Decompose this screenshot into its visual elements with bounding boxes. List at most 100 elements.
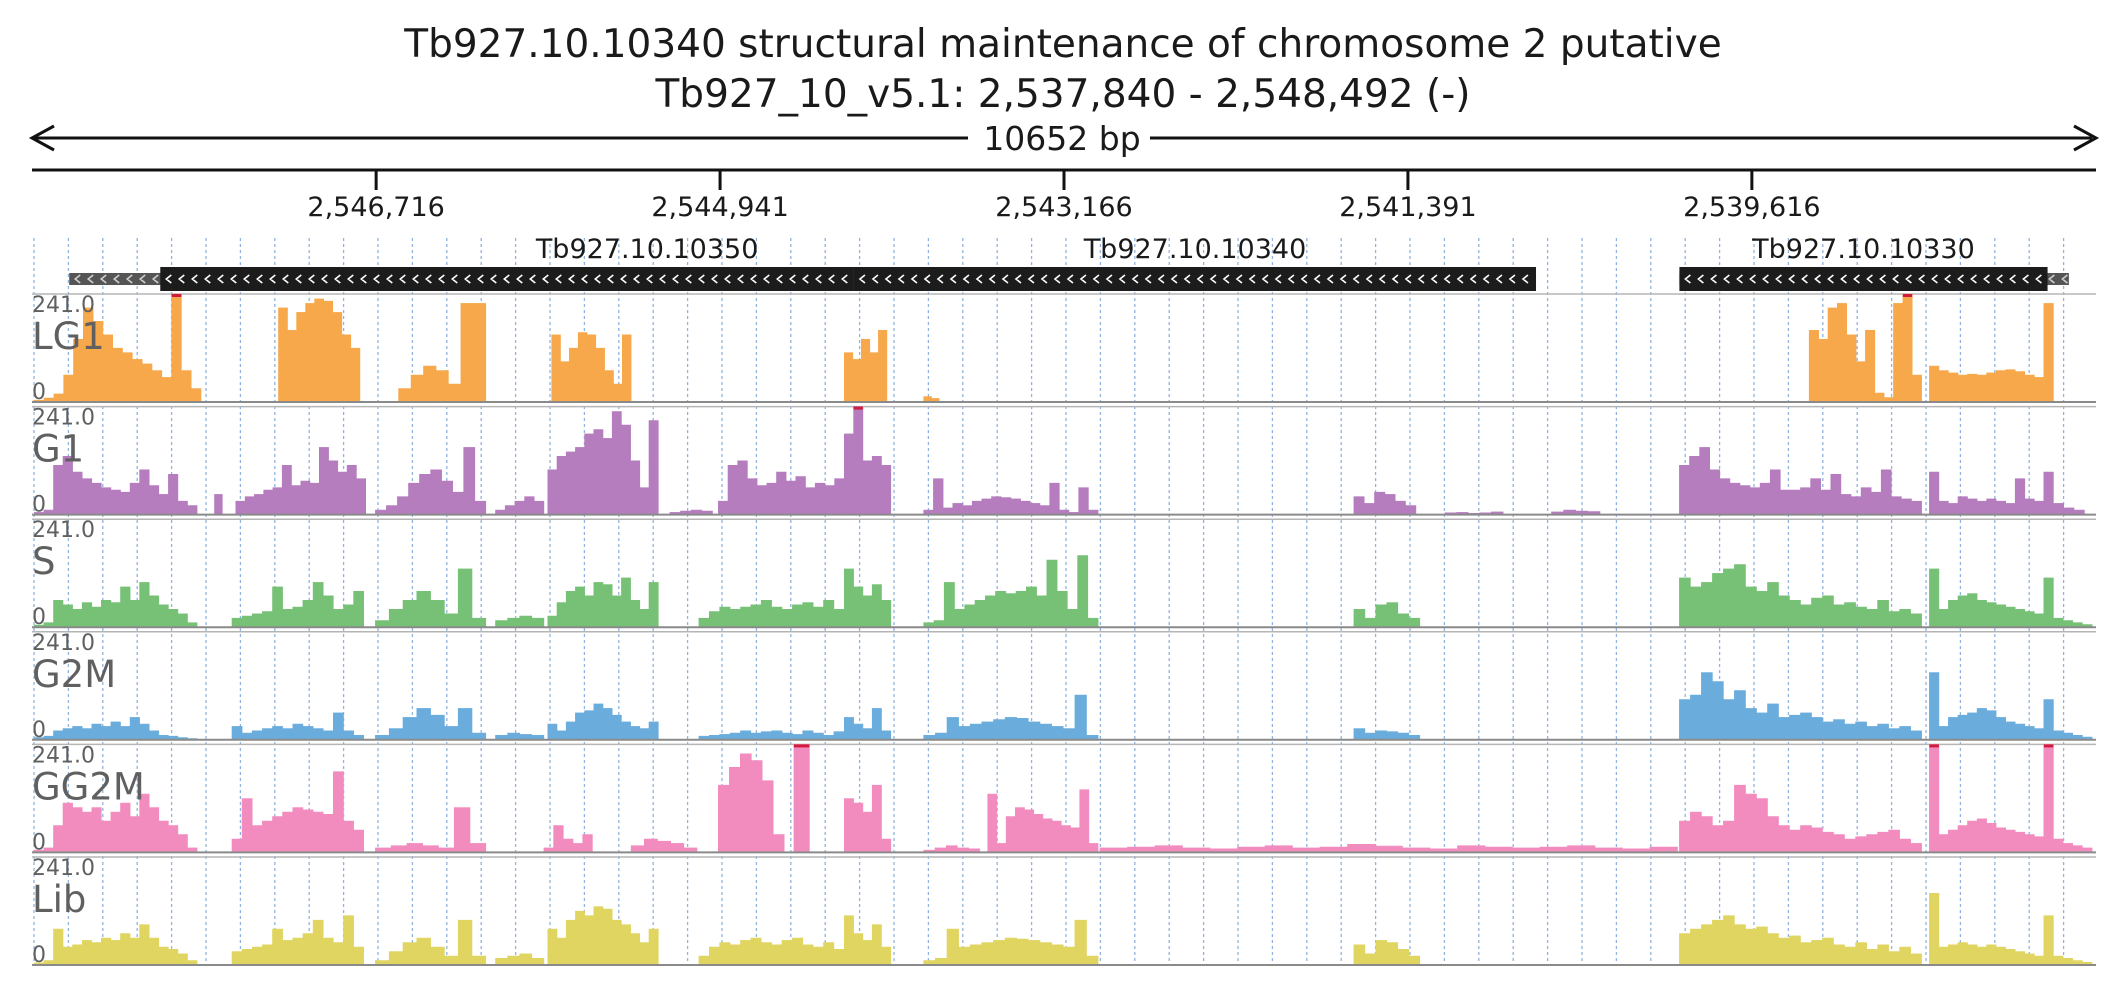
coverage-area xyxy=(793,744,810,853)
y-max-label: 241.0 xyxy=(32,743,95,768)
gene-Tb927.10.10350: Tb927.10.10350 xyxy=(69,234,854,291)
coverage-area xyxy=(1929,672,2054,741)
span-length-label: 10652 bp xyxy=(983,119,1140,158)
coverage-area xyxy=(1929,744,2054,853)
coverage-area xyxy=(34,582,198,628)
coverage-area xyxy=(547,577,659,628)
coverage-area xyxy=(231,712,364,741)
coverage-area xyxy=(543,825,593,853)
coverage-area xyxy=(844,568,892,628)
chart-subtitle: Tb927_10_v5.1: 2,537,840 - 2,548,492 (-) xyxy=(655,72,1471,117)
coverage-area xyxy=(923,919,1099,966)
coverage-area xyxy=(1353,602,1421,628)
coverage-area xyxy=(1353,491,1417,515)
coverage-area xyxy=(375,919,487,966)
coverage-area xyxy=(718,460,845,515)
y-max-label: 241.0 xyxy=(32,631,95,656)
chart-title: Tb927.10.10340 structural maintenance of… xyxy=(404,22,1722,67)
y-min-label: 0 xyxy=(32,380,46,405)
track-label: G1 xyxy=(32,428,84,471)
y-min-label: 0 xyxy=(32,493,46,518)
coverage-area xyxy=(1929,893,2054,966)
coverage-area xyxy=(231,771,364,853)
y-min-label: 0 xyxy=(32,943,46,968)
track-Lib: 241.0 0 Lib xyxy=(32,856,2096,968)
coverage-area xyxy=(923,694,1099,741)
coverage-area xyxy=(375,568,487,628)
ruler-tick-label: 2,544,941 xyxy=(651,192,788,223)
coverage-area xyxy=(1929,471,2054,515)
coverage-area xyxy=(2053,617,2093,628)
coverage-area xyxy=(547,411,659,515)
coverage-area xyxy=(1679,447,1922,515)
coverage-area xyxy=(278,298,361,403)
coverage-area xyxy=(495,496,545,515)
span-arrow-left xyxy=(28,124,55,152)
track-label: G2M xyxy=(32,653,116,696)
coverage-area xyxy=(547,703,659,741)
coverage-area xyxy=(2053,955,2093,966)
y-max-label: 241.0 xyxy=(32,293,95,318)
strand-chevrons xyxy=(164,274,848,284)
ruler-tick-label: 2,541,391 xyxy=(1339,192,1476,223)
coverage-area xyxy=(495,615,545,628)
gene-cds-bar xyxy=(853,267,1537,291)
track-G1: 241.0 0 G1 xyxy=(32,406,2096,518)
coverage-area xyxy=(235,447,366,515)
gene-Tb927.10.10330: Tb927.10.10330 xyxy=(1679,234,2069,291)
coverage-area xyxy=(1808,293,1922,403)
coverage-area xyxy=(375,708,487,741)
coverage-area xyxy=(34,924,198,966)
coverage-area xyxy=(718,753,785,853)
coverage-area xyxy=(398,303,487,403)
coverage-area xyxy=(698,600,845,628)
coverage-area xyxy=(34,293,202,403)
coverage-area xyxy=(375,447,487,515)
coverage-area xyxy=(1353,940,1421,966)
coverage-area xyxy=(547,906,659,966)
gene-Tb927.10.10340: Tb927.10.10340 xyxy=(853,234,1537,291)
coverage-area xyxy=(1679,564,1922,628)
coverage-area xyxy=(698,730,845,741)
coverage-area xyxy=(551,332,632,403)
y-max-label: 241.0 xyxy=(32,406,95,431)
scale-bar: 10652 bp 2,546,716 2,544,941 2,543,166 2,541… xyxy=(28,119,2100,223)
clip-marker xyxy=(793,744,810,748)
y-min-label: 0 xyxy=(32,830,46,855)
coverage-area xyxy=(923,478,1099,515)
coverage-area xyxy=(844,708,892,741)
coverage-tracks: 241.00LG1241.00G1241.00S241.00G2M241.00G… xyxy=(32,293,2096,968)
track-label: S xyxy=(32,540,56,583)
track-label: GG2M xyxy=(32,765,145,808)
clip-marker xyxy=(1902,294,1913,297)
coverage-area xyxy=(669,509,713,515)
gene-label: Tb927.10.10330 xyxy=(1751,234,1975,265)
coverage-area xyxy=(844,915,892,966)
clip-marker xyxy=(853,406,863,410)
clip-marker xyxy=(2043,744,2054,748)
coverage-area xyxy=(844,784,892,853)
coverage-area xyxy=(495,953,545,966)
y-min-label: 0 xyxy=(32,605,46,630)
coverage-area xyxy=(1551,509,1601,515)
coverage-area xyxy=(375,807,487,853)
track-S: 241.0 0 S xyxy=(32,518,2096,630)
gene-cds-bar xyxy=(160,267,854,291)
coverage-area xyxy=(844,330,888,403)
coverage-area xyxy=(231,582,364,628)
coverage-area xyxy=(923,845,981,853)
gene-cds-bar xyxy=(1679,267,2048,291)
coverage-area xyxy=(1353,728,1421,741)
coverage-area xyxy=(495,732,545,741)
coverage-area xyxy=(1099,844,1678,853)
coverage-area xyxy=(34,456,198,515)
coverage-area xyxy=(630,838,698,853)
y-max-label: 241.0 xyxy=(32,856,95,881)
coverage-area xyxy=(1679,672,1922,741)
coverage-area xyxy=(1929,303,2054,403)
clip-marker xyxy=(1929,744,1939,748)
coverage-area xyxy=(34,793,198,853)
gene-track: Tb927.10.10350 Tb927.10.10340 Tb927.10.103… xyxy=(69,234,2069,291)
y-min-label: 0 xyxy=(32,718,46,743)
